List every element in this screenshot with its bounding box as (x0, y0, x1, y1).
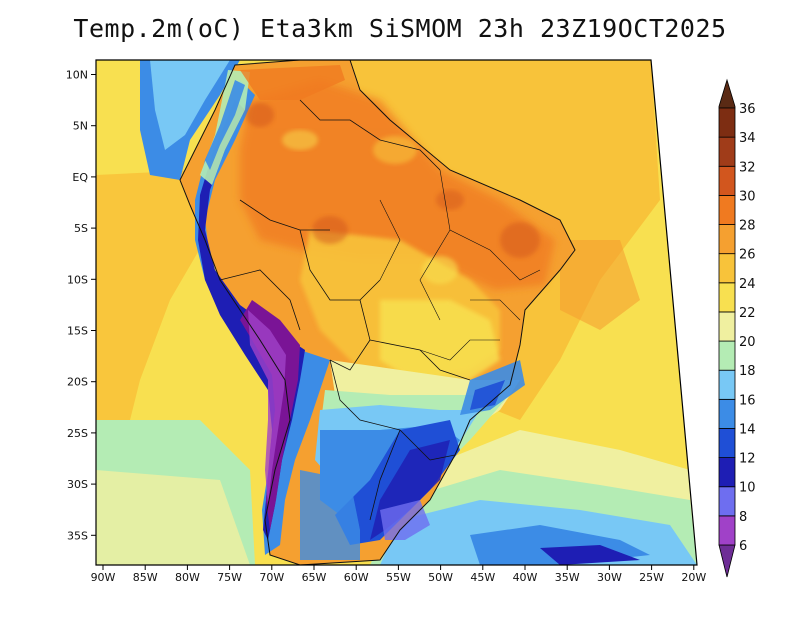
colorbar-label: 22 (739, 306, 756, 321)
map-title: Temp.2m(oC) Eta3km SiSMOM 23h 23Z19OCT20… (73, 14, 727, 43)
colorbar-label: 24 (739, 277, 756, 292)
colorbar-label: 30 (739, 189, 756, 204)
uruguay-cool (380, 500, 430, 540)
x-tick-label: 90W (91, 571, 116, 584)
y-axis: 10N 5N EQ 5S 10S 15S 20S 25S 30S 35S (66, 69, 96, 542)
colorbar-label: 26 (739, 248, 756, 263)
colorbar-swatch (718, 194, 736, 225)
andes-16 (195, 80, 330, 555)
x-tick-label: 55W (386, 571, 411, 584)
x-tick-label: 70W (259, 571, 284, 584)
colorbar-label: 16 (739, 393, 756, 408)
colorbar-label: 20 (739, 335, 756, 350)
pacific-light-south (96, 470, 250, 565)
colorbar-label: 6 (739, 539, 747, 554)
colorbar-label: 18 (739, 364, 756, 379)
colorbar-swatch (718, 224, 736, 255)
x-tick-label: 45W (470, 571, 495, 584)
colorbar-swatch (718, 457, 736, 488)
x-tick-label: 65W (302, 571, 327, 584)
colorbar-label: 12 (739, 452, 756, 467)
x-tick-label: 40W (513, 571, 538, 584)
x-tick-label: 80W (175, 571, 200, 584)
colorbar-label: 34 (739, 131, 756, 146)
y-tick-label: 5N (73, 120, 88, 133)
colorbar-label: 32 (739, 160, 756, 175)
warm-patch (500, 222, 540, 258)
atlantic-band-12 (540, 545, 640, 565)
country-borders (219, 99, 471, 521)
pacific-light-north (150, 60, 230, 150)
x-tick-label: 25W (639, 571, 664, 584)
y-tick-label: 35S (67, 529, 88, 542)
x-tick-label: 35W (555, 571, 580, 584)
caribbean-warm (240, 65, 345, 100)
x-tick-label: 85W (133, 571, 158, 584)
x-tick-label: 75W (217, 571, 242, 584)
y-tick-label: 5S (74, 222, 88, 235)
y-tick-label: 25S (67, 427, 88, 440)
light-patch (282, 130, 318, 150)
pacific-warm-band (96, 170, 205, 440)
colorbar-swatch (718, 282, 736, 313)
y-tick-label: 10S (67, 273, 88, 286)
y-tick-label: 15S (67, 325, 88, 338)
colorbar: 6 8 10 12 14 16 18 20 22 24 26 28 30 32 34 36 (718, 78, 756, 578)
colorbar-label: 28 (739, 219, 756, 234)
colorbar-swatch (718, 340, 736, 371)
colorbar-label: 10 (739, 481, 756, 496)
colorbar-swatch (718, 107, 736, 138)
y-tick-label: 10N (66, 69, 88, 82)
colorbar-label: 36 (739, 102, 756, 117)
light-patch (373, 136, 417, 164)
x-tick-label: 30W (597, 571, 622, 584)
southeast-coast-14 (470, 380, 505, 410)
colorbar-label: 8 (739, 510, 747, 525)
andes-10 (248, 310, 286, 505)
temperature-field (96, 60, 697, 565)
colombia-andes-16 (205, 80, 245, 170)
y-tick-label: 30S (67, 478, 88, 491)
coastline (179, 60, 576, 565)
colorbar-swatch (718, 165, 736, 196)
atlantic-very-warm (560, 240, 640, 330)
colorbar-swatch (718, 253, 736, 284)
central-brazil-24 (380, 300, 500, 385)
warm-patch (246, 103, 274, 127)
colorbar-swatch (718, 369, 736, 400)
colorbar-swatch (718, 486, 736, 517)
warm-patch (436, 190, 464, 210)
y-tick-label: 20S (67, 376, 88, 389)
y-tick-label: EQ (72, 171, 88, 184)
colorbar-under-arrow (718, 544, 736, 578)
x-tick-label: 20W (681, 571, 706, 584)
x-axis: 90W 85W 80W 75W 70W 65W 60W 55W 50W 45W 40W 35W 30W 2… (91, 565, 706, 584)
argentina-cool (300, 470, 360, 560)
light-patch (422, 256, 458, 284)
x-tick-label: 60W (344, 571, 369, 584)
x-tick-label: 50W (428, 571, 453, 584)
colorbar-swatch (718, 428, 736, 459)
colorbar-swatch (718, 398, 736, 429)
map-frame (95, 59, 698, 566)
colorbar-swatch (718, 515, 736, 546)
colorbar-over-arrow (718, 78, 736, 109)
colorbar-label: 14 (739, 422, 756, 437)
colorbar-swatch (718, 136, 736, 167)
state-borders (379, 169, 541, 361)
colorbar-swatch (718, 311, 736, 342)
